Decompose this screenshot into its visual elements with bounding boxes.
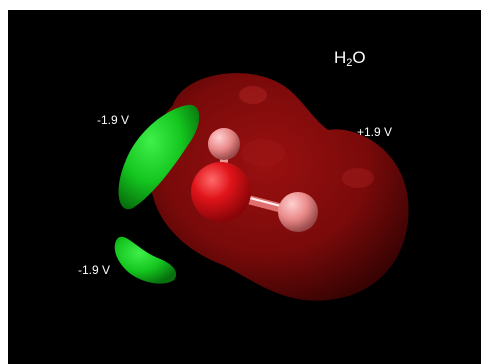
positive-isosurface: [149, 73, 409, 301]
surface-highlight: [239, 86, 267, 104]
surface-highlight: [342, 168, 374, 188]
hydrogen-atom-upper: [208, 128, 240, 160]
oxygen-atom: [191, 162, 251, 222]
negative-isosurface-lower: [114, 236, 177, 284]
surface-highlight: [241, 139, 285, 167]
molecule-render: [114, 73, 409, 301]
negative-isosurface-upper: [118, 104, 200, 210]
hydrogen-atom-right: [278, 192, 318, 232]
positive-potential-label: +1.9 V: [357, 125, 393, 139]
molecule-render-panel: H2O -1.9 V -1.9 V +1.9 V: [8, 10, 481, 364]
negative-potential-label-lower: -1.9 V: [78, 263, 111, 277]
molecule-formula: H2O: [334, 48, 366, 69]
negative-potential-label-upper: -1.9 V: [97, 113, 130, 127]
